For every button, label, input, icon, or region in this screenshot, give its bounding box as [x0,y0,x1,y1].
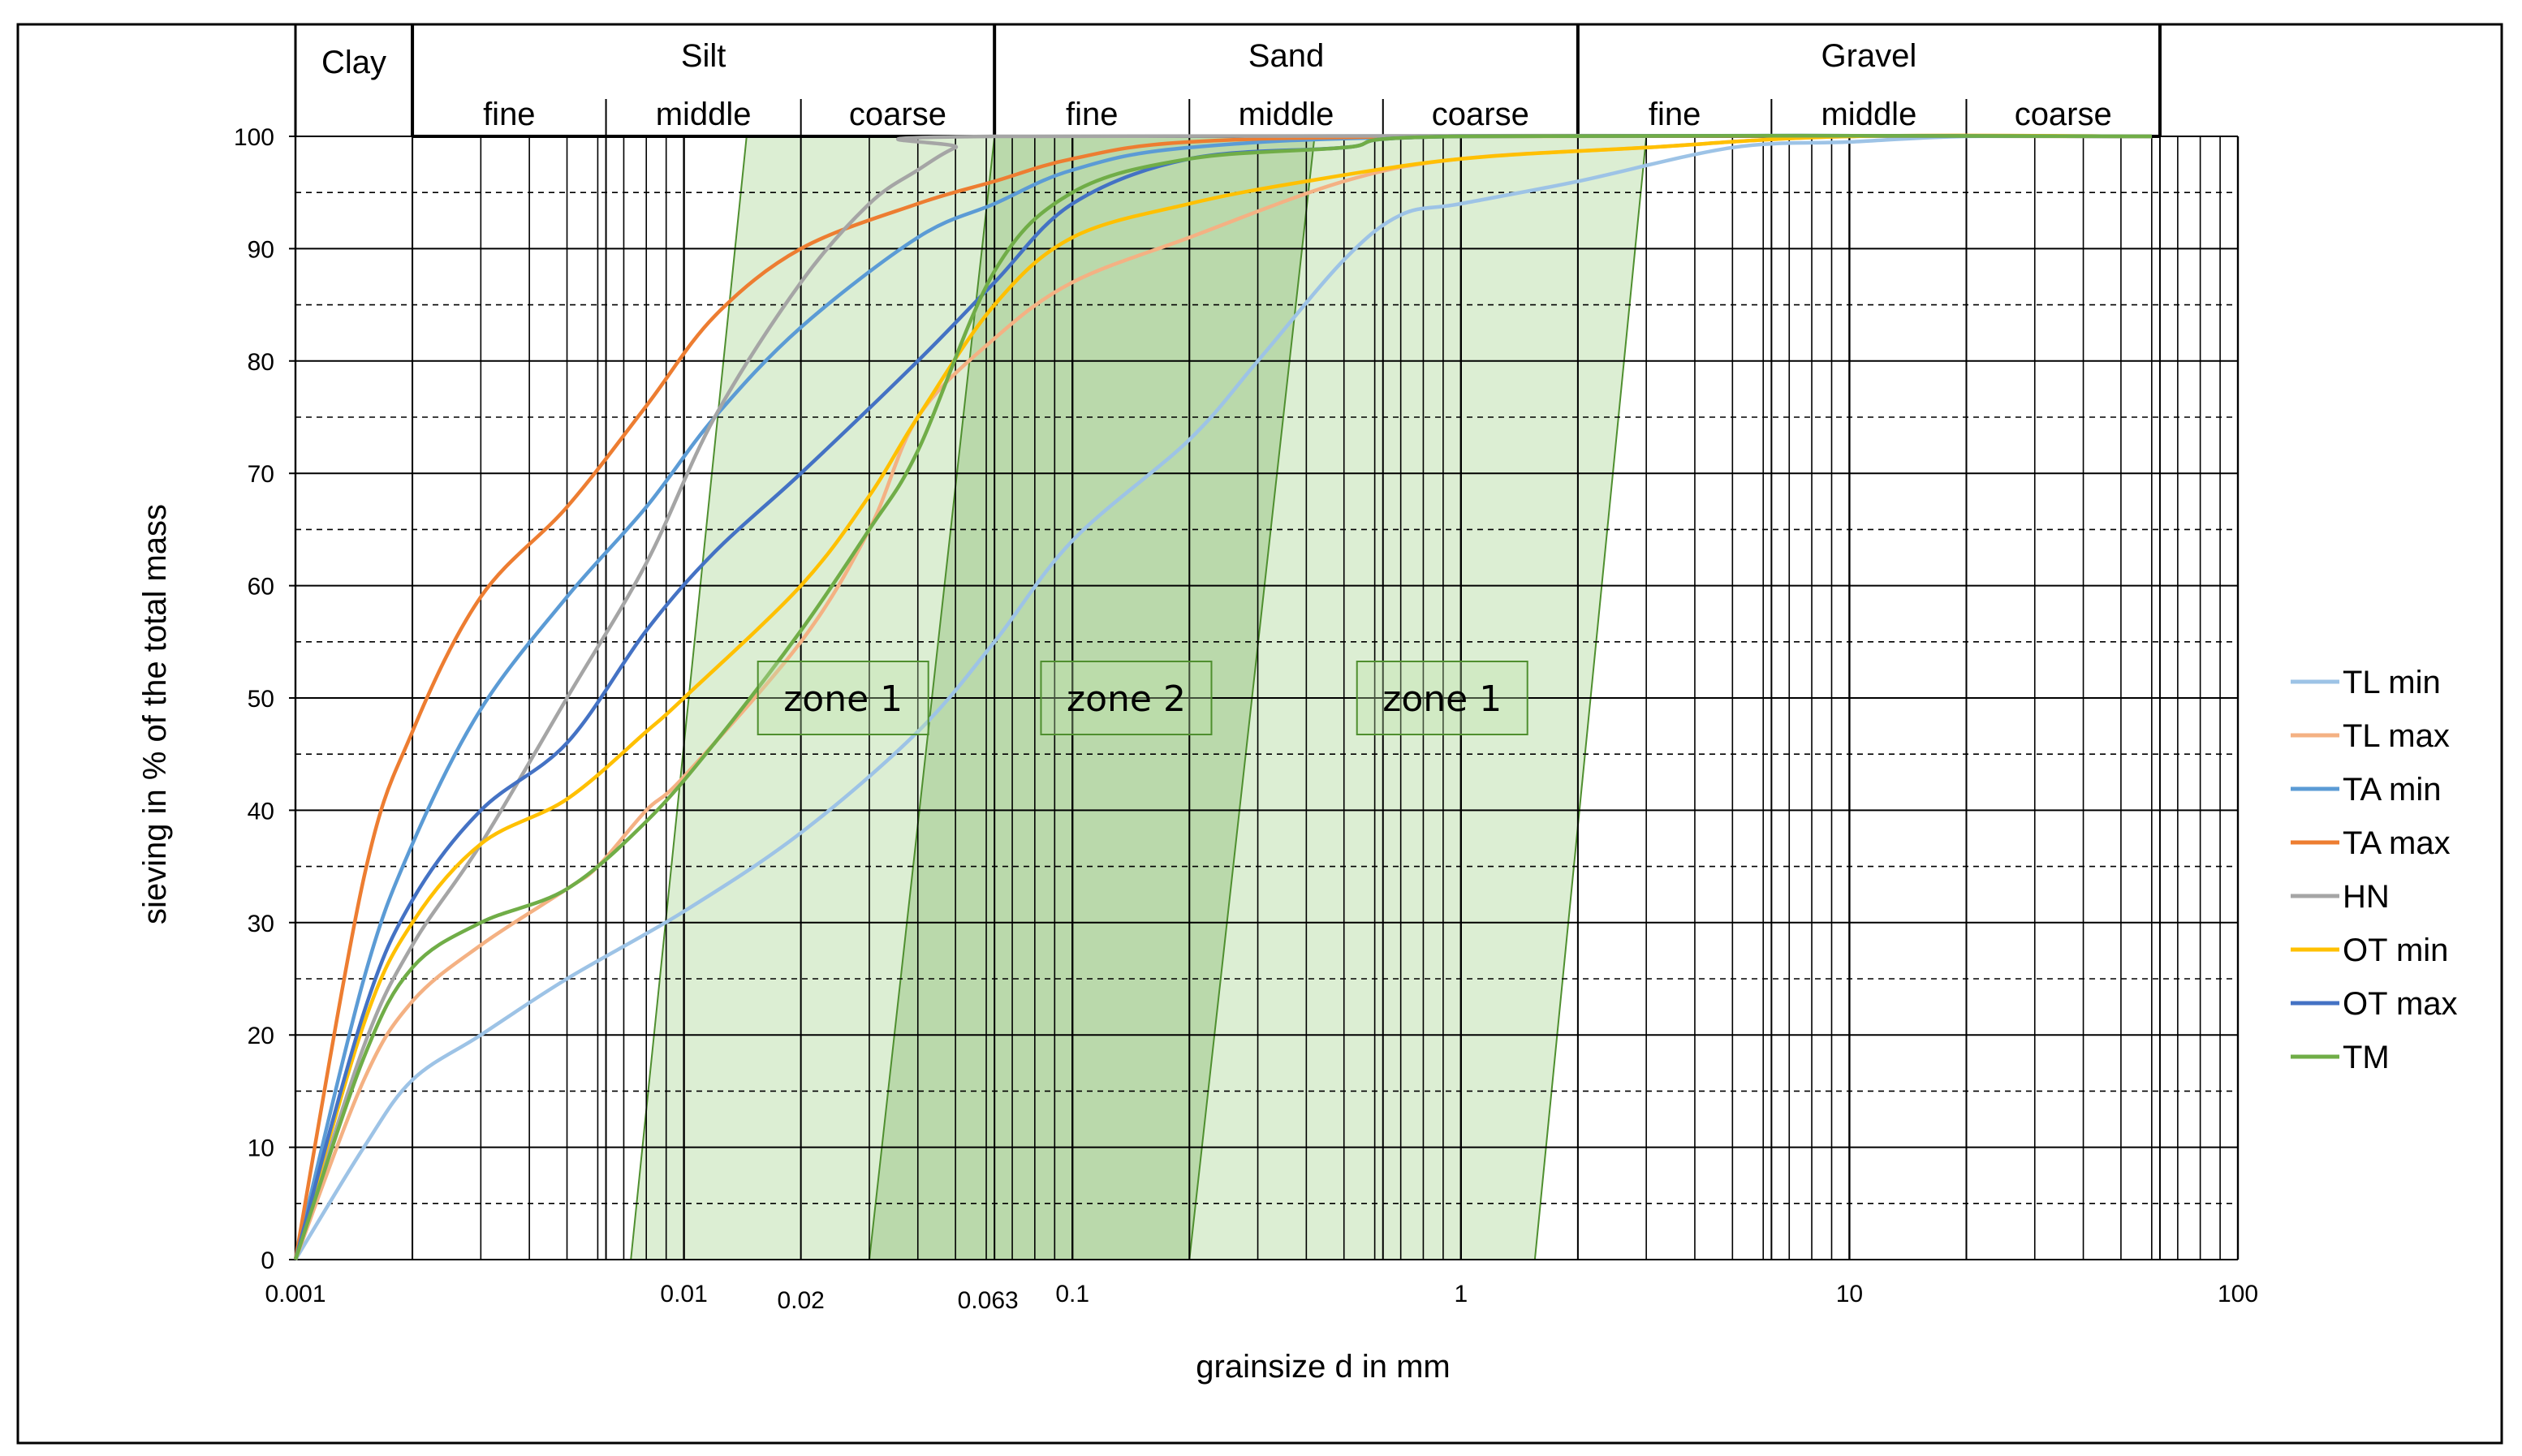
x-axis-label: grainsize d in mm [1196,1349,1450,1385]
y-tick-label: 70 [248,461,274,488]
y-tick-label: 60 [248,574,274,601]
legend-label: OT min [2343,933,2448,968]
zone-label-3: zone 1 [1382,678,1502,720]
x-tick-label: 1 [1454,1281,1468,1307]
zone-label-box [1356,661,1528,735]
class-label-gravel: Gravel [1821,38,1917,74]
subclass-label-gravel-middle: middle [1821,97,1916,132]
series-line-ot-min [293,133,2152,1260]
subclass-label-silt-coarse: coarse [849,97,946,132]
y-tick-label: 80 [248,349,274,376]
legend-label: TL max [2343,718,2450,754]
series-layer [293,133,2152,1261]
y-tick-label: 20 [248,1023,274,1049]
legend-label: TA max [2343,825,2451,861]
x-tick-label: 0.1 [1055,1281,1089,1307]
legend-label: HN [2343,879,2390,915]
subclass-label-sand-coarse: coarse [1432,97,1529,132]
y-tick-label: 50 [248,686,274,713]
y-tick-label: 30 [248,911,274,937]
series-line-tm [293,133,2152,1260]
legend-label: TA min [2343,772,2442,808]
y-tick-label: 100 [234,124,274,151]
legend-label: OT max [2343,986,2458,1022]
y-tick-label: 0 [261,1247,274,1274]
x-tick-label: 0.01 [660,1281,707,1307]
x-tick-label: 10 [1836,1281,1863,1307]
class-label-silt: Silt [681,38,726,74]
series-line-hn [293,133,2152,1260]
x-tick-label: 100 [2218,1281,2258,1307]
zone-label-box [1040,661,1213,735]
class-label-sand: Sand [1248,38,1324,74]
x-tick-label: 0.001 [265,1281,325,1307]
tick-labels-layer: 0 10 20 30 40 50 60 70 80 90 100 0.001 0.01 0.02 0.063… [234,124,2258,1314]
zone-labels-layer: zone 1 zone 2 zone 1 [757,661,1528,735]
legend-label: TM [2343,1040,2390,1075]
chart-frame [16,23,2503,1445]
zone-label-box [757,661,929,735]
legend-label: TL min [2343,665,2441,700]
x-tick-label: 0.02 [777,1287,824,1314]
grid-layer [289,136,2240,1260]
series-line-tl-min [294,134,2152,1261]
class-label-clay: Clay [321,45,386,80]
legend: TL min TL max TA min TA max HN OT min OT max TM [2291,665,2458,1075]
zone-label-1: zone 1 [783,678,903,720]
y-tick-label: 10 [248,1135,274,1162]
subclass-label-silt-middle: middle [656,97,752,132]
y-tick-label: 90 [248,236,274,263]
subclass-label-silt-fine: fine [483,97,536,132]
subclass-label-gravel-coarse: coarse [2015,97,2112,132]
subclass-label-gravel-fine: fine [1649,97,1701,132]
subclass-label-sand-middle: middle [1239,97,1334,132]
zone-label-2: zone 2 [1067,678,1186,720]
x-tick-label: 0.063 [958,1287,1019,1314]
subclass-label-sand-fine: fine [1066,97,1119,132]
y-tick-label: 40 [248,798,274,825]
y-axis-label: sieving in % of the total mass [137,504,173,924]
